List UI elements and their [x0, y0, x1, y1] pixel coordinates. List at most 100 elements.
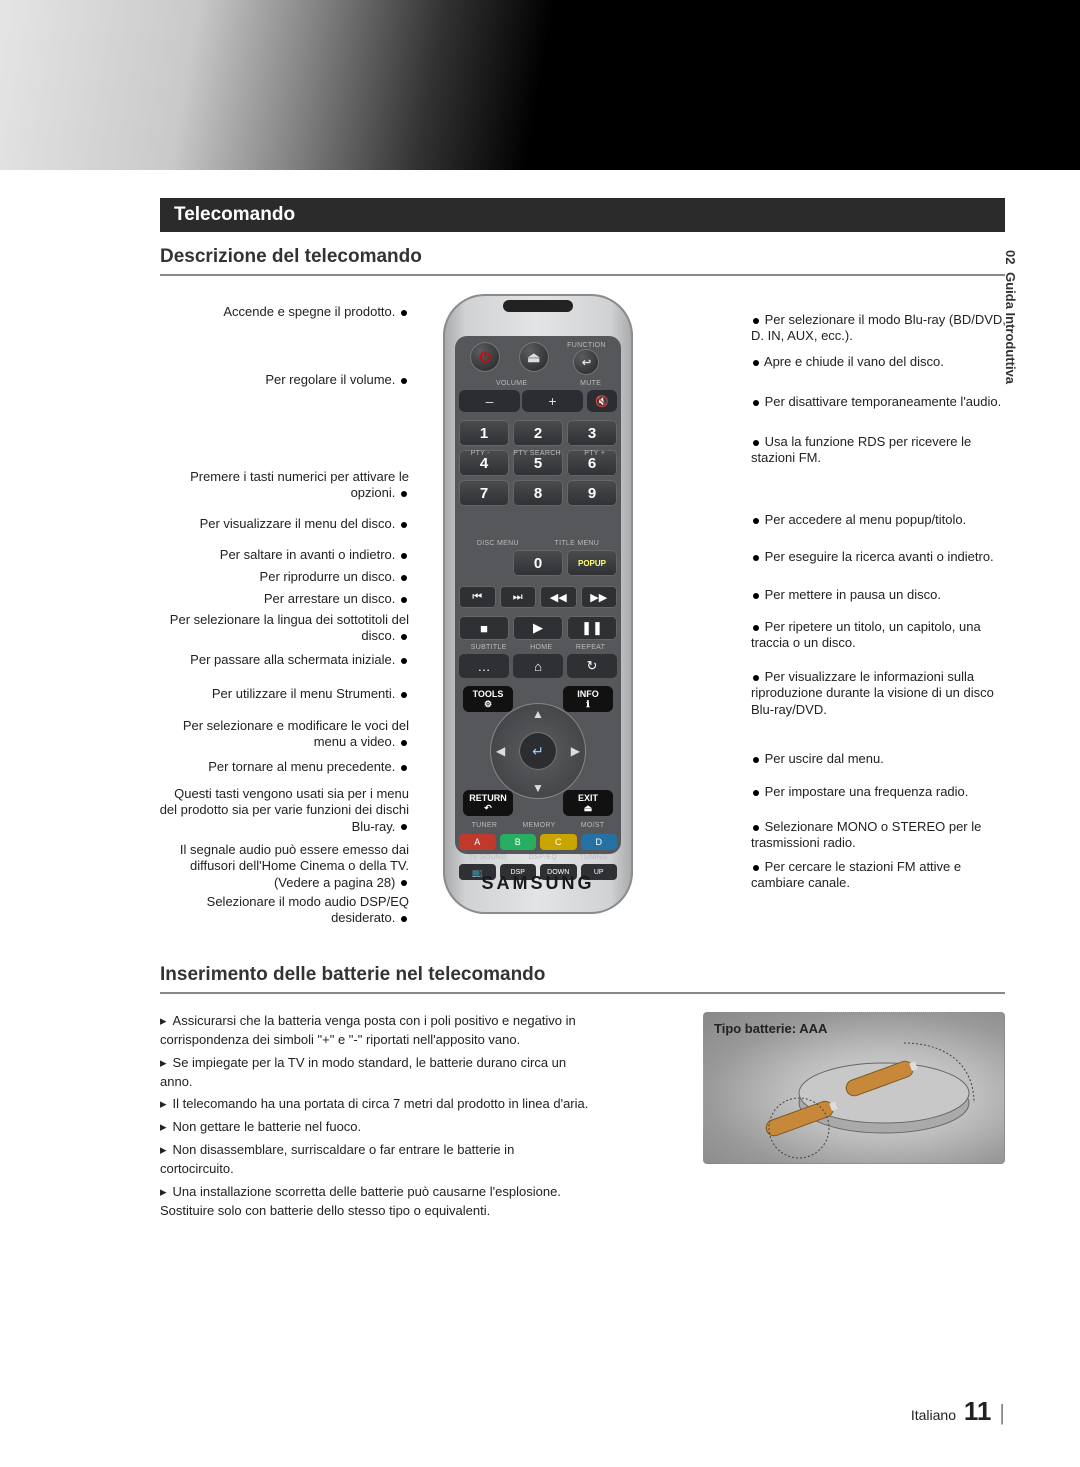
- callout-left: Per arrestare un disco.: [154, 591, 415, 607]
- function-button: ↩: [573, 349, 599, 375]
- pty-minus-label: PTY -: [471, 450, 490, 457]
- page-footer: Italiano 11 |: [911, 1396, 1005, 1427]
- callout-left: Selezionare il modo audio DSP/EQ desider…: [154, 894, 415, 927]
- callout-right: Per ripetere un titolo, un capitolo, una…: [745, 619, 1011, 652]
- dpad-area: TOOLS⚙ INFOℹ RETURN↶ EXIT⏏ ▲▼ ◀▶ ↵: [459, 686, 617, 816]
- callout-left: Per riprodurre un disco.: [154, 569, 415, 585]
- number-key-7: 7: [459, 480, 509, 506]
- volume-down: –: [459, 390, 520, 412]
- transport-key: ⏭: [500, 586, 537, 608]
- callout-right: Per impostare una frequenza radio.: [745, 784, 1011, 800]
- footer-lang: Italiano: [911, 1407, 956, 1423]
- function-label: FUNCTION: [567, 342, 606, 349]
- sub-heading-2: Inserimento delle batterie nel telecoman…: [160, 964, 1005, 994]
- callout-left: Per selezionare la lingua dei sottotitol…: [154, 612, 415, 645]
- transport-keys: ⏮⏭◀◀▶▶: [455, 586, 621, 608]
- number-key-1: 1: [459, 420, 509, 446]
- callout-right: Per visualizzare le informazioni sulla r…: [745, 669, 1011, 718]
- remote-graphic: ⏻ ⏏ FUNCTION ↩ VOLUME MUTE: [443, 294, 633, 914]
- callout-right: Usa la funzione RDS per ricevere le staz…: [745, 434, 1011, 467]
- info-button: INFOℹ: [563, 686, 613, 712]
- note-item: Una installazione scorretta delle batter…: [160, 1183, 590, 1221]
- callout-right: Selezionare MONO o STEREO per le trasmis…: [745, 819, 1011, 852]
- dspeq-label: DSP/EQ: [529, 854, 557, 861]
- callout-left: Questi tasti vengono usati sia per i men…: [154, 786, 415, 835]
- tvsound-label: TV SOUND: [468, 854, 507, 861]
- dpad: ▲▼ ◀▶ ↵: [490, 703, 586, 799]
- transport-key: ◀◀: [540, 586, 577, 608]
- mute-label: MUTE: [564, 380, 617, 387]
- callout-left: Premere i tasti numerici per attivare le…: [154, 469, 415, 502]
- exit-button: EXIT⏏: [563, 790, 613, 816]
- most-label: MO/ST: [581, 822, 605, 829]
- transport-key: ⏮: [459, 586, 496, 608]
- callout-right: Per disattivare temporaneamente l'audio.: [745, 394, 1011, 410]
- pty-search-label: PTY SEARCH: [513, 450, 561, 457]
- callout-left: Per passare alla schermata iniziale.: [154, 652, 415, 668]
- note-item: Assicurarsi che la batteria venga posta …: [160, 1012, 590, 1050]
- pty-plus-label: PTY +: [584, 450, 605, 457]
- callout-left: Per saltare in avanti o indietro.: [154, 547, 415, 563]
- callout-right: Per uscire dal menu.: [745, 751, 1011, 767]
- callout-right: Per cercare le stazioni FM attive e camb…: [745, 859, 1011, 892]
- color-key-d: D: [581, 834, 618, 850]
- note-item: Non gettare le batterie nel fuoco.: [160, 1118, 590, 1137]
- home-button: ⌂: [513, 654, 563, 678]
- color-keys: ABCD: [455, 834, 621, 850]
- color-key-b: B: [500, 834, 537, 850]
- note-item: Non disassemblare, surriscaldare o far e…: [160, 1141, 590, 1179]
- media-key: ❚❚: [567, 616, 617, 640]
- transport-key: ▶▶: [581, 586, 618, 608]
- mute-button: 🔇: [587, 390, 617, 412]
- page: 02 Guida Introduttiva Telecomando Descri…: [0, 0, 1080, 1467]
- tuner-label: TUNER: [472, 822, 498, 829]
- volume-up: +: [522, 390, 583, 412]
- subtitle-button: …: [459, 654, 509, 678]
- subtitle-label: SUBTITLE: [471, 644, 507, 651]
- number-key-9: 9: [567, 480, 617, 506]
- number-key-0: 0: [513, 550, 563, 576]
- callout-left: Per visualizzare il menu del disco.: [154, 516, 415, 532]
- color-key-a: A: [459, 834, 496, 850]
- title-menu-label: TITLE MENU: [555, 540, 600, 547]
- note-item: Se impiegate per la TV in modo standard,…: [160, 1054, 590, 1092]
- chapter-number: 02: [1003, 250, 1018, 264]
- remote-body: ⏻ ⏏ FUNCTION ↩ VOLUME MUTE: [455, 336, 621, 854]
- remote-diagram: Accende e spegne il prodotto. Per regola…: [160, 294, 1005, 954]
- ir-window: [503, 300, 573, 312]
- number-pad: 123456789: [455, 420, 621, 506]
- eject-button: ⏏: [519, 342, 549, 372]
- callout-right: Per mettere in pausa un disco.: [745, 587, 1011, 603]
- footer-page: 11: [964, 1396, 992, 1426]
- callout-right: Per accedere al menu popup/titolo.: [745, 512, 1011, 528]
- callout-right: Per selezionare il modo Blu-ray (BD/DVD,…: [745, 312, 1011, 345]
- section-title: Telecomando: [160, 198, 1005, 232]
- media-key: ■: [459, 616, 509, 640]
- power-button: ⏻: [470, 342, 500, 372]
- tuning-label: TUNING: [579, 854, 608, 861]
- media-key: ▶: [513, 616, 563, 640]
- callout-left: Accende e spegne il prodotto.: [154, 304, 415, 320]
- callout-left: Per selezionare e modificare le voci del…: [154, 718, 415, 751]
- home-label: HOME: [530, 644, 552, 651]
- callout-left: Per tornare al menu precedente.: [154, 759, 415, 775]
- callout-right: Apre e chiude il vano del disco.: [745, 354, 1011, 370]
- repeat-label: REPEAT: [576, 644, 605, 651]
- media-keys: ■▶❚❚: [455, 616, 621, 640]
- number-key-2: 2: [513, 420, 563, 446]
- color-key-c: C: [540, 834, 577, 850]
- repeat-button: ↻: [567, 654, 617, 678]
- callout-left: Il segnale audio può essere emesso dai d…: [154, 842, 415, 891]
- memory-label: MEMORY: [522, 822, 555, 829]
- disc-menu-label: DISC MENU: [477, 540, 519, 547]
- callout-left: Per utilizzare il menu Strumenti.: [154, 686, 415, 702]
- battery-illustration: Tipo batterie: AAA: [703, 1012, 1005, 1164]
- battery-section: Assicurarsi che la batteria venga posta …: [160, 1012, 1005, 1220]
- content: Telecomando Descrizione del telecomando …: [0, 170, 1080, 1220]
- number-key-8: 8: [513, 480, 563, 506]
- tools-button: TOOLS⚙: [463, 686, 513, 712]
- battery-svg: [704, 1013, 1004, 1163]
- battery-notes: Assicurarsi che la batteria venga posta …: [160, 1012, 590, 1220]
- brand-label: SAMSUNG: [443, 873, 633, 894]
- enter-button: ↵: [519, 732, 557, 770]
